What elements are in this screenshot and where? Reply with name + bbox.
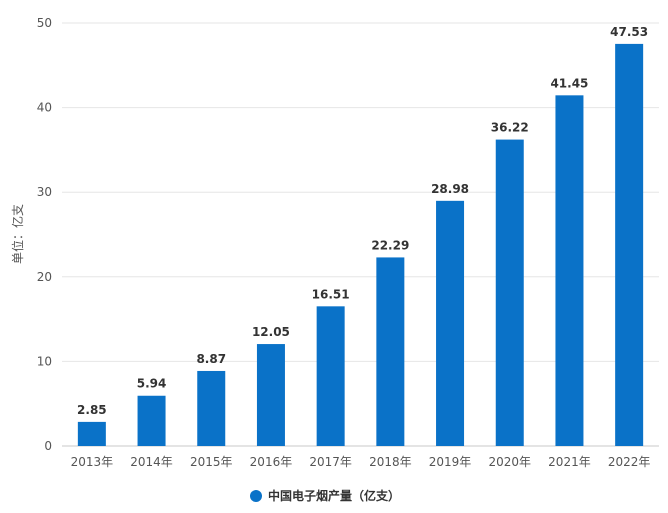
x-tick-label: 2015年 (190, 455, 233, 469)
x-tick-label: 2014年 (130, 455, 173, 469)
bar[interactable] (256, 344, 285, 446)
value-label: 36.22 (491, 121, 529, 135)
value-label: 12.05 (252, 325, 290, 339)
x-tick-label: 2017年 (309, 455, 352, 469)
x-tick-label: 2016年 (250, 455, 293, 469)
y-tick-label: 50 (37, 16, 52, 30)
x-tick-label: 2013年 (71, 455, 114, 469)
value-label: 8.87 (196, 352, 226, 366)
y-tick-label: 0 (44, 439, 52, 453)
y-tick-label: 10 (37, 354, 52, 368)
bar[interactable] (197, 370, 226, 446)
y-axis-ticks: 0 10 20 30 40 50 (37, 16, 52, 453)
bars (77, 43, 644, 446)
y-tick-label: 20 (37, 270, 52, 284)
x-axis-ticks: 2013年 2014年 2015年 2016年 2017年 2018年 2019年 2020年… (71, 455, 651, 469)
x-tick-label: 2022年 (608, 455, 651, 469)
value-label: 16.51 (312, 287, 350, 301)
legend-label: 中国电子烟产量（亿支） (268, 488, 400, 503)
value-label: 2.85 (77, 403, 107, 417)
value-label: 5.94 (137, 377, 167, 391)
bar[interactable] (316, 306, 345, 446)
bar[interactable] (615, 43, 644, 446)
x-tick-label: 2019年 (429, 455, 472, 469)
y-axis-title: 单位：亿支 (10, 204, 25, 264)
value-labels: 2.85 5.94 8.87 12.05 16.51 22.29 28.98 36.22 41.… (77, 25, 648, 417)
bar[interactable] (376, 257, 405, 446)
x-tick-label: 2021年 (548, 455, 591, 469)
value-label: 22.29 (371, 238, 409, 252)
legend[interactable]: 中国电子烟产量（亿支） (250, 488, 400, 503)
bar[interactable] (495, 139, 524, 446)
bar[interactable] (77, 421, 106, 446)
y-tick-label: 30 (37, 185, 52, 199)
value-label: 47.53 (610, 25, 648, 39)
bar[interactable] (137, 395, 166, 446)
x-tick-label: 2020年 (488, 455, 531, 469)
legend-marker-icon (250, 490, 262, 502)
bar[interactable] (436, 200, 465, 446)
bar[interactable] (555, 95, 584, 446)
y-tick-label: 40 (37, 101, 52, 115)
x-tick-label: 2018年 (369, 455, 412, 469)
value-label: 28.98 (431, 182, 469, 196)
value-label: 41.45 (550, 76, 588, 90)
